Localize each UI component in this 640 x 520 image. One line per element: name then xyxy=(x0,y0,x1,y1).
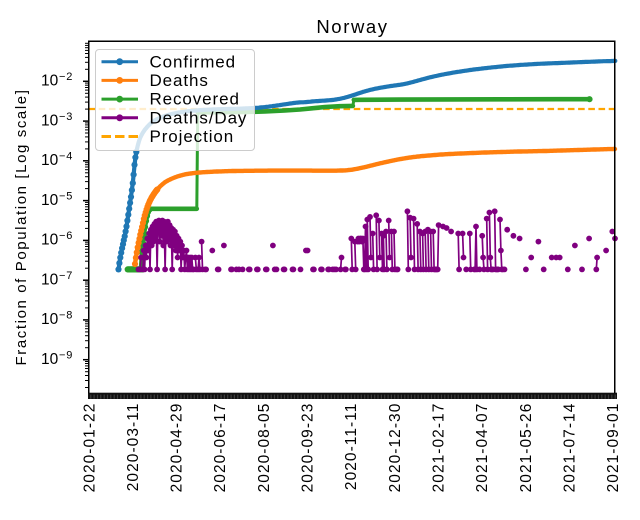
svg-text:2021-04-07: 2021-04-07 xyxy=(474,403,491,493)
svg-text:2020-12-30: 2020-12-30 xyxy=(387,403,404,493)
svg-text:2020-11-11: 2020-11-11 xyxy=(343,403,360,491)
svg-text:2020-01-22: 2020-01-22 xyxy=(81,403,98,493)
svg-text:10: 10 xyxy=(41,351,59,368)
svg-text:10: 10 xyxy=(41,232,59,249)
svg-text:Deaths/Day: Deaths/Day xyxy=(150,108,248,127)
svg-text:−6: −6 xyxy=(59,230,73,242)
svg-text:2021-09-01: 2021-09-01 xyxy=(605,403,622,493)
svg-text:−2: −2 xyxy=(59,71,73,83)
svg-text:2020-03-11: 2020-03-11 xyxy=(125,403,142,492)
svg-text:2020-08-05: 2020-08-05 xyxy=(256,403,273,493)
svg-text:2021-07-14: 2021-07-14 xyxy=(561,403,578,493)
svg-text:2020-09-23: 2020-09-23 xyxy=(300,403,317,493)
svg-text:Recovered: Recovered xyxy=(150,90,240,109)
svg-text:Norway: Norway xyxy=(316,16,388,37)
svg-text:2020-04-29: 2020-04-29 xyxy=(169,403,186,493)
svg-text:−5: −5 xyxy=(59,190,73,202)
svg-text:−7: −7 xyxy=(59,270,73,282)
svg-text:2020-06-17: 2020-06-17 xyxy=(212,403,229,493)
svg-text:10: 10 xyxy=(41,311,59,328)
svg-text:2021-02-17: 2021-02-17 xyxy=(431,403,448,493)
svg-text:Projection: Projection xyxy=(150,127,235,146)
svg-text:10: 10 xyxy=(41,112,59,129)
svg-text:−9: −9 xyxy=(59,350,73,362)
svg-text:−3: −3 xyxy=(59,111,73,123)
svg-text:10: 10 xyxy=(41,192,59,209)
svg-text:10: 10 xyxy=(41,271,59,288)
svg-text:Confirmed: Confirmed xyxy=(150,52,237,71)
svg-text:10: 10 xyxy=(41,73,59,90)
svg-text:Fraction of Population [Log sc: Fraction of Population [Log scale] xyxy=(13,88,30,365)
svg-text:2021-05-26: 2021-05-26 xyxy=(518,403,535,493)
svg-text:10: 10 xyxy=(41,152,59,169)
svg-text:−4: −4 xyxy=(59,151,73,163)
svg-text:Deaths: Deaths xyxy=(150,71,209,90)
svg-text:−8: −8 xyxy=(59,310,73,322)
